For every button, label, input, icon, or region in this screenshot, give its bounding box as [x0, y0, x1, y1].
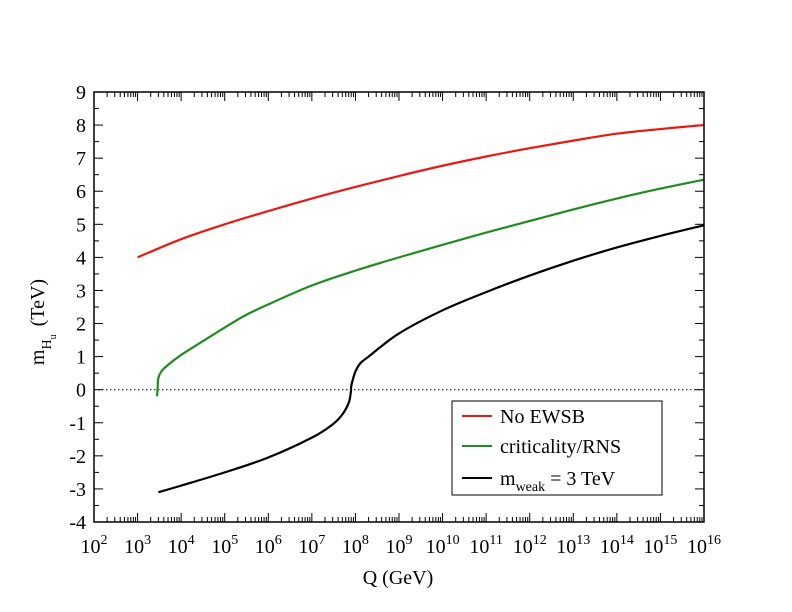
y-tick-label: -3	[69, 479, 86, 501]
y-tick-label: -4	[69, 512, 86, 534]
x-tick-label: 105	[211, 533, 238, 558]
x-tick-label: 1015	[643, 533, 677, 558]
plot-frame	[93, 91, 705, 523]
x-tick-label: 108	[342, 533, 369, 558]
y-tick-label: 3	[76, 280, 86, 302]
y-tick-label: -2	[69, 446, 86, 468]
y-tick-label: 2	[76, 314, 86, 336]
x-tick-label: 1011	[469, 533, 502, 558]
x-tick-label: 1014	[600, 533, 634, 558]
y-axis-label-main: m	[27, 349, 49, 365]
legend-label-mweak: mweak = 3 TeV	[500, 468, 616, 495]
series-line-0	[137, 123, 705, 259]
y-axis-label: mHu (TeV)	[27, 279, 59, 365]
x-tick-label: 1013	[556, 533, 590, 558]
legend-label-mweak-main: m	[500, 468, 516, 490]
legend: No EWSB criticality/RNS mweak = 3 TeV	[451, 400, 663, 496]
y-tick-labels: -4 -3 -2 -1 0 1 2 3 4 5 6 7 8 9	[69, 82, 86, 534]
series-line-2	[158, 224, 705, 494]
x-tick-label: 1016	[687, 533, 721, 558]
series-line-1	[155, 178, 705, 397]
y-axis-label-unit: (TeV)	[27, 279, 49, 326]
legend-label-criticality: criticality/RNS	[500, 436, 621, 458]
x-tick-label: 1010	[426, 533, 460, 558]
y-tick-label: 4	[76, 247, 86, 269]
y-axis-label-subsub: u	[48, 334, 59, 339]
y-tick-label: 7	[76, 148, 86, 170]
y-tick-label: 6	[76, 181, 86, 203]
legend-label-no-ewsb: No EWSB	[500, 406, 585, 428]
y-tick-label: 1	[76, 347, 86, 369]
svg-text:mHu(TeV): mHu (TeV)	[27, 279, 59, 365]
x-tick-label: 106	[255, 533, 282, 558]
x-tick-label: 102	[81, 533, 108, 558]
x-tick-label: 1012	[513, 533, 547, 558]
x-tick-label: 107	[298, 533, 325, 558]
legend-label-mweak-rest: = 3 TeV	[545, 468, 616, 490]
series-group	[137, 123, 705, 494]
x-axis-label: Q (GeV)	[363, 567, 434, 589]
y-tick-label: 0	[76, 380, 86, 402]
y-tick-label: 5	[76, 214, 86, 236]
y-tick-label: -1	[69, 413, 86, 435]
x-tick-label: 104	[168, 533, 195, 558]
y-axis-label-sub: H	[40, 339, 55, 349]
legend-label-mweak-sub: weak	[516, 480, 546, 495]
y-tick-label: 9	[76, 82, 86, 104]
x-tick-label: 109	[386, 533, 413, 558]
x-tick-labels: 102 103 104 105 106 107 108 109 1010 1011 1012 1013…	[81, 533, 722, 558]
x-tick-label: 103	[124, 533, 151, 558]
y-tick-label: 8	[76, 115, 86, 137]
